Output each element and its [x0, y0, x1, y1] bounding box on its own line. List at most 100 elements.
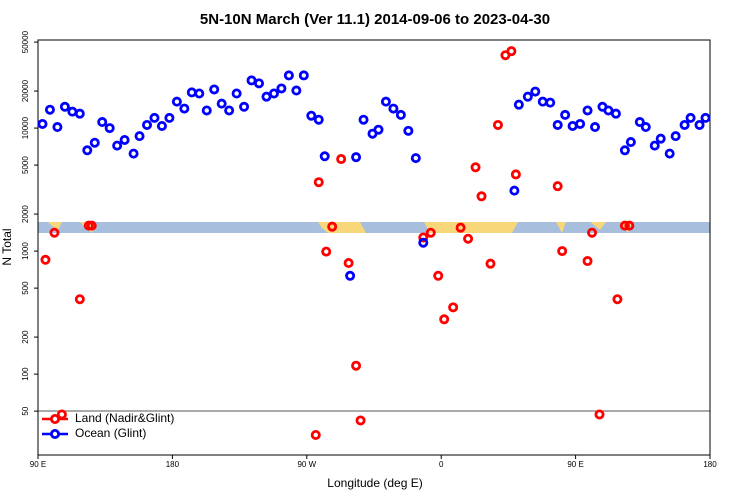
- y-tick-label: 500: [21, 281, 30, 295]
- legend-marker: [50, 428, 61, 439]
- point: [403, 125, 414, 136]
- point: [513, 99, 524, 110]
- point: [119, 135, 130, 146]
- point: [625, 137, 636, 148]
- point: [149, 112, 160, 123]
- point: [345, 270, 356, 281]
- point: [537, 96, 548, 107]
- point: [74, 108, 85, 119]
- point: [343, 258, 354, 269]
- point: [310, 429, 321, 440]
- point: [40, 254, 51, 265]
- point: [655, 133, 666, 144]
- point: [395, 109, 406, 120]
- x-tick-label: 180: [166, 460, 180, 469]
- legend: Land (Nadir&Glint)Ocean (Glint): [42, 411, 174, 440]
- point: [128, 148, 139, 159]
- x-axis-title: Longitude (deg E): [327, 476, 422, 490]
- point: [74, 294, 85, 305]
- point: [291, 85, 302, 96]
- point: [410, 153, 421, 164]
- point: [552, 181, 563, 192]
- point: [231, 88, 242, 99]
- point: [268, 88, 279, 99]
- point: [156, 120, 167, 131]
- point: [164, 112, 175, 123]
- point: [239, 101, 250, 112]
- point: [142, 119, 153, 130]
- point: [425, 227, 436, 238]
- point: [594, 409, 605, 420]
- point: [433, 270, 444, 281]
- point: [52, 122, 63, 133]
- point: [470, 162, 481, 173]
- point: [522, 91, 533, 102]
- point: [89, 137, 100, 148]
- point: [685, 112, 696, 123]
- point: [59, 101, 70, 112]
- point: [358, 114, 369, 125]
- point: [510, 169, 521, 180]
- point: [448, 302, 459, 313]
- series: [37, 70, 711, 281]
- point: [313, 114, 324, 125]
- point: [313, 177, 324, 188]
- point: [640, 122, 651, 133]
- point: [612, 294, 623, 305]
- point: [306, 110, 317, 121]
- point: [186, 87, 197, 98]
- point: [388, 103, 399, 114]
- point: [649, 140, 660, 151]
- ocean-strip: [38, 222, 710, 233]
- point: [171, 96, 182, 107]
- point: [201, 105, 212, 116]
- point: [545, 97, 556, 108]
- point: [355, 415, 366, 426]
- point: [530, 86, 541, 97]
- plot-frame: [37, 39, 711, 456]
- y-tick-label: 10000: [21, 116, 30, 139]
- point: [298, 70, 309, 81]
- y-tick-label: 1000: [21, 242, 30, 260]
- y-tick-label: 5000: [21, 156, 30, 174]
- point: [134, 131, 145, 142]
- point: [418, 237, 429, 248]
- point: [319, 151, 330, 162]
- point: [463, 233, 474, 244]
- point: [336, 154, 347, 165]
- x-tick-label: 90 E: [567, 460, 583, 469]
- point: [619, 145, 630, 156]
- point: [104, 123, 115, 134]
- point: [209, 84, 220, 95]
- point: [86, 220, 97, 231]
- point: [179, 103, 190, 114]
- point: [418, 232, 429, 243]
- legend-label: Land (Nadir&Glint): [75, 411, 174, 425]
- point: [694, 119, 705, 130]
- point: [582, 256, 593, 267]
- point: [509, 185, 520, 196]
- point: [590, 122, 601, 133]
- point: [49, 227, 60, 238]
- point: [575, 118, 586, 129]
- y-tick-label: 20000: [21, 79, 30, 102]
- point: [216, 98, 227, 109]
- point: [700, 112, 711, 123]
- chart-title: 5N-10N March (Ver 11.1) 2014-09-06 to 20…: [200, 11, 550, 28]
- point: [610, 108, 621, 119]
- point: [670, 131, 681, 142]
- point: [485, 258, 496, 269]
- point: [380, 96, 391, 107]
- x-tick-label: 90 W: [297, 460, 316, 469]
- point: [254, 78, 265, 89]
- point: [224, 105, 235, 116]
- point: [439, 314, 450, 325]
- land-strip: [48, 222, 632, 233]
- point: [582, 105, 593, 116]
- legend-label: Ocean (Glint): [75, 426, 146, 440]
- y-tick-label: 50: [21, 406, 30, 415]
- x-tick-label: 90 E: [30, 460, 46, 469]
- point: [44, 104, 55, 115]
- point: [97, 117, 108, 128]
